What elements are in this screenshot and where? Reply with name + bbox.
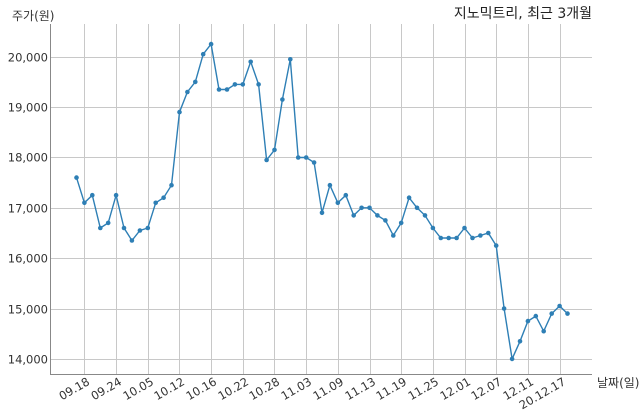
x-tick-label: 11.09: [310, 374, 346, 403]
x-tick-label: 11.19: [373, 374, 409, 403]
data-point: [557, 303, 562, 309]
data-point: [486, 230, 491, 236]
data-point: [335, 200, 341, 206]
data-point: [295, 155, 301, 160]
data-point: [319, 210, 325, 216]
data-point: [430, 225, 436, 231]
data-point: [398, 220, 404, 226]
data-point: [288, 57, 293, 62]
data-point: [367, 205, 372, 211]
data-point: [232, 82, 238, 87]
data-point: [224, 87, 230, 92]
x-tick-label: 12.07: [468, 374, 504, 403]
data-point: [375, 213, 380, 218]
data-point: [256, 82, 261, 87]
data-point: [74, 175, 79, 180]
chart-title: 지노믹트리, 최근 3개월: [454, 6, 592, 22]
x-tick-label: 10.12: [151, 374, 187, 403]
data-point: [137, 228, 143, 233]
data-point: [391, 233, 396, 238]
data-point: [240, 82, 246, 87]
data-point: [264, 157, 269, 163]
data-point: [478, 233, 483, 238]
data-point: [272, 147, 277, 153]
y-tick-label: 16,000: [8, 252, 48, 266]
y-tick-label: 19,000: [8, 101, 48, 115]
data-point: [462, 225, 467, 231]
data-point: [129, 238, 135, 243]
y-axis-title: 주가(원): [12, 9, 54, 23]
data-point: [565, 311, 570, 316]
data-point: [414, 205, 420, 211]
data-point: [208, 41, 214, 47]
data-point: [105, 220, 111, 226]
x-tick-label: 09.24: [88, 374, 124, 403]
data-point: [422, 213, 428, 218]
data-point: [121, 225, 127, 231]
x-tick-label: 10.05: [120, 374, 156, 403]
y-tick-label: 15,000: [8, 303, 48, 317]
y-tick-label: 20,000: [8, 51, 48, 65]
data-point: [153, 200, 158, 206]
y-tick-label: 18,000: [8, 151, 48, 165]
data-point: [351, 213, 357, 218]
x-tick-label: 10.16: [183, 374, 219, 403]
y-tick-label: 14,000: [8, 353, 48, 367]
data-point: [200, 51, 206, 57]
x-tick-label: 11.25: [405, 374, 441, 403]
data-point: [533, 313, 539, 319]
x-axis-title: 날짜(일): [597, 376, 639, 390]
data-point: [145, 225, 151, 231]
data-point: [454, 235, 459, 241]
data-point: [383, 218, 388, 223]
data-points: [74, 41, 570, 362]
x-tick-label: 12.01: [437, 374, 473, 403]
series-line: [75, 42, 568, 362]
data-point: [343, 192, 349, 198]
data-point: [303, 155, 309, 160]
data-point: [185, 89, 190, 95]
data-point: [446, 235, 452, 241]
data-point: [248, 59, 253, 65]
axes: [50, 24, 592, 375]
data-point: [438, 235, 444, 241]
x-tick-label: 11.13: [342, 374, 378, 403]
data-point: [517, 339, 523, 344]
data-point: [216, 87, 222, 92]
data-point: [193, 79, 198, 85]
data-point: [541, 328, 546, 334]
data-point: [501, 306, 507, 311]
data-point: [177, 109, 182, 115]
x-tick-label: 09.18: [56, 374, 92, 403]
data-point: [549, 311, 554, 316]
data-point: [406, 195, 412, 200]
data-point: [327, 182, 333, 188]
data-point: [493, 243, 499, 248]
series-layer: [75, 42, 568, 362]
data-point: [280, 97, 285, 102]
data-point: [169, 182, 174, 188]
data-point: [311, 160, 317, 165]
data-point: [113, 192, 119, 198]
data-point: [82, 200, 87, 206]
y-tick-label: 17,000: [8, 202, 48, 216]
gridlines: [50, 24, 592, 374]
tick-labels: 14,000 15,000 16,000 17,000 18,000 19,000 20,0…: [8, 51, 568, 413]
data-point: [509, 356, 515, 362]
data-point: [90, 192, 95, 198]
data-point: [98, 225, 103, 231]
data-point: [470, 235, 475, 241]
x-tick-label: 10.22: [215, 374, 251, 403]
x-tick-label: 10.28: [246, 374, 282, 403]
data-point: [161, 195, 166, 200]
data-point: [359, 205, 364, 211]
x-tick-label: 11.03: [278, 374, 314, 403]
data-point: [525, 318, 531, 324]
